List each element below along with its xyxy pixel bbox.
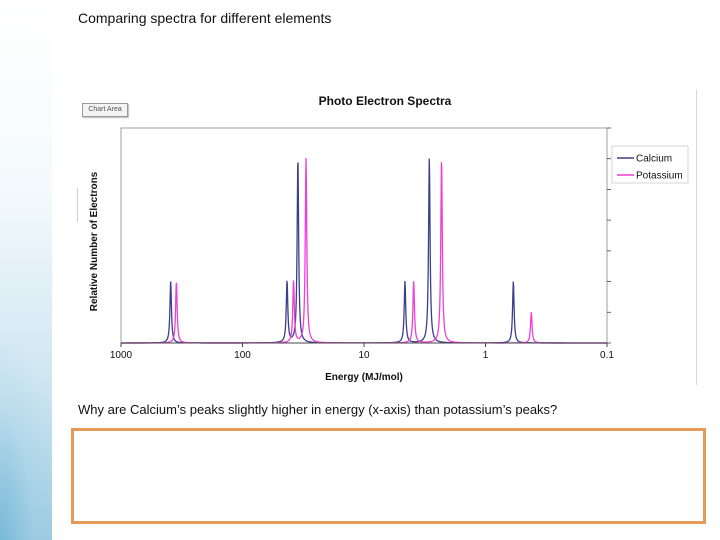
chart-area-left-mark xyxy=(77,188,78,222)
x-tick-label: 1000 xyxy=(110,350,133,361)
chart-area-right-edge xyxy=(696,90,697,385)
chart-title: Photo Electron Spectra xyxy=(318,94,452,108)
answer-box[interactable] xyxy=(71,428,706,524)
slide-title: Comparing spectra for different elements xyxy=(78,10,332,26)
x-axis: 1000 100 10 1 0.1 xyxy=(110,342,614,361)
plot-area-frame xyxy=(120,127,611,344)
legend-box xyxy=(611,145,689,184)
plot-area xyxy=(120,127,608,344)
x-tick-label: 100 xyxy=(234,350,251,361)
slide-side-decoration xyxy=(0,0,52,540)
x-tick-label: 0.1 xyxy=(600,350,614,361)
x-axis-title: Energy (MJ/mol) xyxy=(325,372,403,383)
legend-label-calcium: Calcium xyxy=(636,154,672,165)
legend-label-potassium: Potassium xyxy=(636,171,683,182)
x-tick-label: 1 xyxy=(483,350,489,361)
chart-area-tooltip[interactable]: Chart Area xyxy=(82,103,128,117)
y-axis-title: Relative Number of Electrons xyxy=(89,171,100,311)
chart-legend: Calcium Potassium xyxy=(611,145,689,184)
x-tick-label: 10 xyxy=(358,350,370,361)
question-text: Why are Calcium’s peaks slightly higher … xyxy=(78,402,558,417)
slide-swoosh-decoration xyxy=(0,340,52,540)
